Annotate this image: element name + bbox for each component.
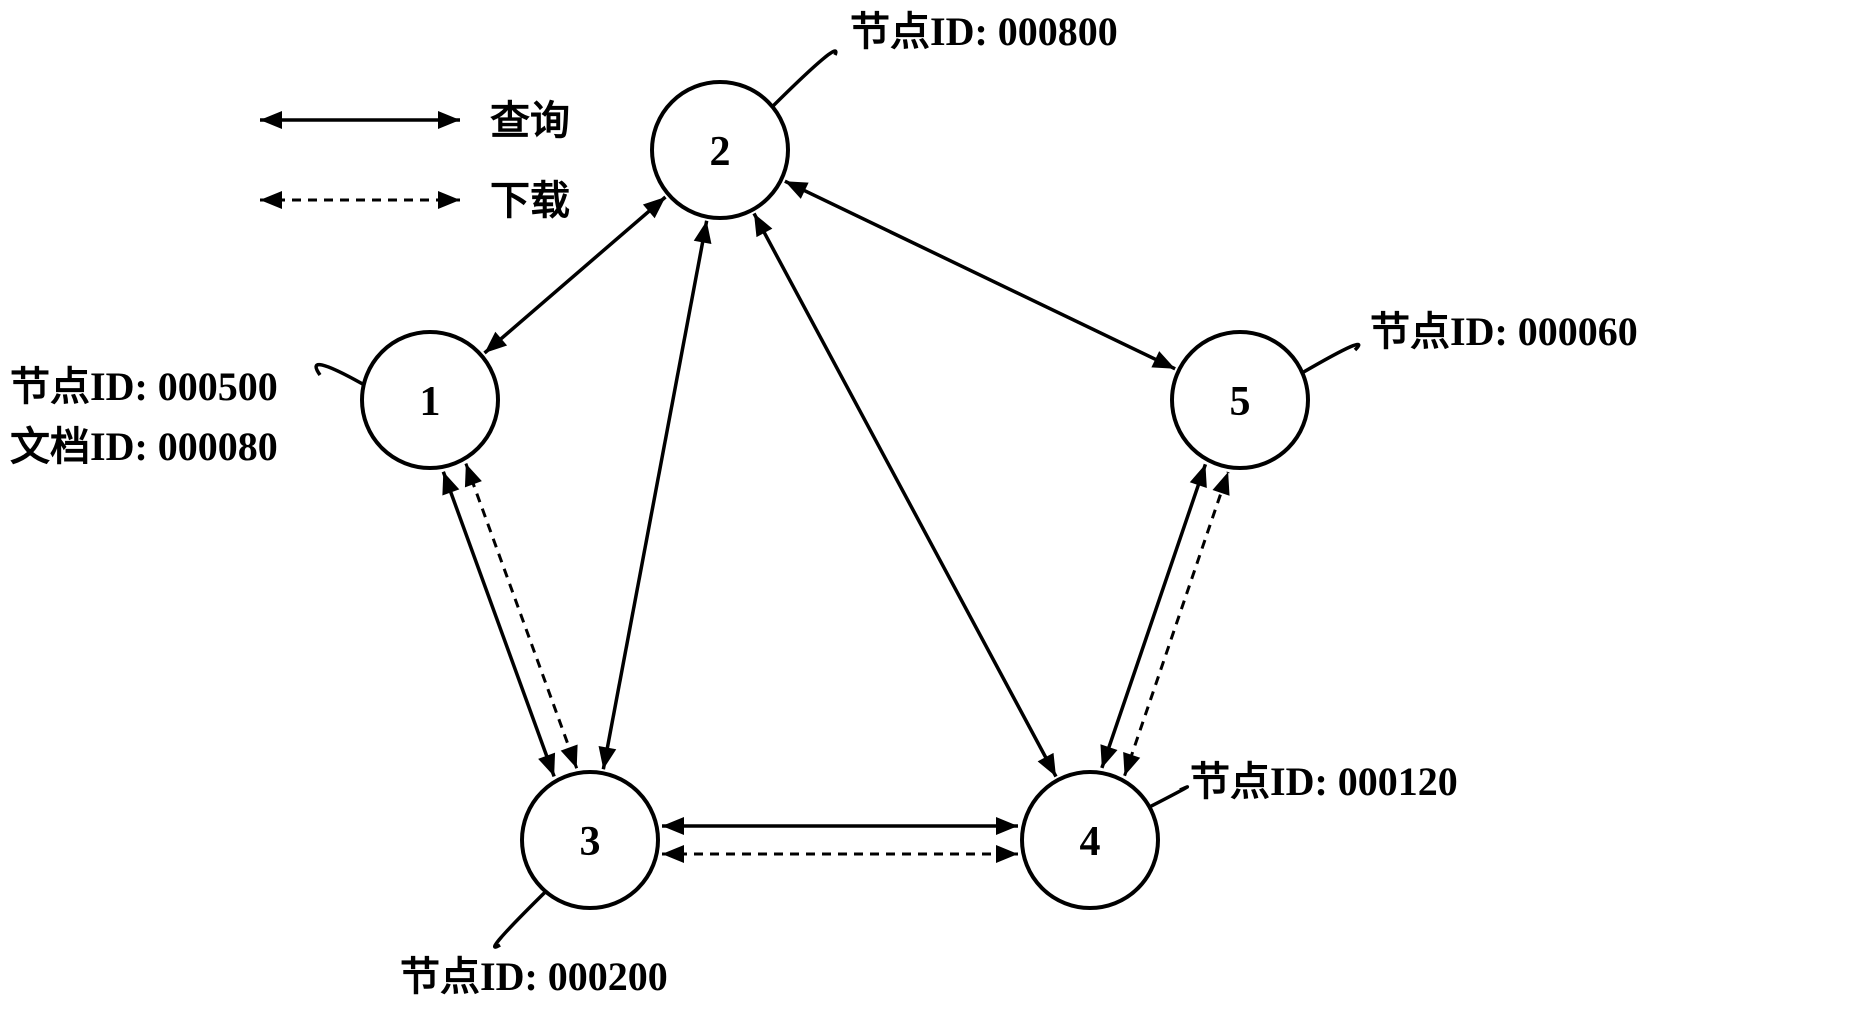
network-diagram: 查询下载 1 2 3 4 5 节点ID: 000500 文档ID: 000080 节点ID: 0… xyxy=(0,0,1865,1022)
annotation-n5_node: 节点ID: 000060 xyxy=(1370,309,1638,354)
annotation-n4_node: 节点ID: 000120 xyxy=(1190,759,1458,804)
node-label-n1: 1 xyxy=(420,379,441,425)
annotation-n3_node: 节点ID: 000200 xyxy=(400,954,668,999)
annotation-n2_node: 节点ID: 000800 xyxy=(850,9,1118,54)
node-n2: 2 xyxy=(652,82,788,218)
legend-download-label: 下载 xyxy=(490,178,570,223)
node-n5: 5 xyxy=(1172,332,1308,468)
node-label-n4: 4 xyxy=(1080,819,1101,865)
annotation-n1_doc: 文档ID: 000080 xyxy=(10,424,278,469)
node-n3: 3 xyxy=(522,772,658,908)
node-n1: 1 xyxy=(362,332,498,468)
legend-query-label: 查询 xyxy=(490,98,570,143)
annotation-n1_node: 节点ID: 000500 xyxy=(10,364,278,409)
node-label-n2: 2 xyxy=(710,129,731,175)
node-n4: 4 xyxy=(1022,772,1158,908)
node-label-n5: 5 xyxy=(1230,379,1251,425)
node-label-n3: 3 xyxy=(580,819,601,865)
